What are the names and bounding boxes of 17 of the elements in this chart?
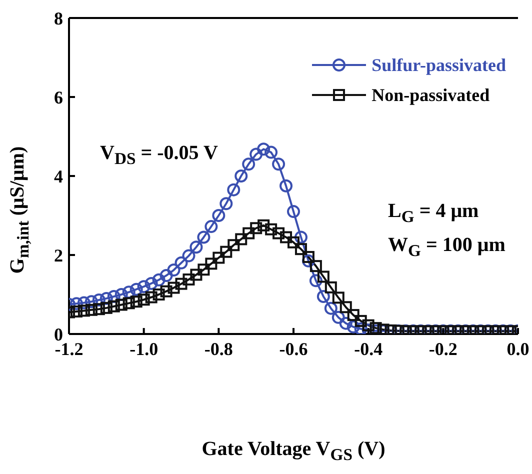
y-tick-label: 0: [54, 324, 63, 344]
y-tick-label: 8: [54, 8, 63, 28]
annotation: W$_{G}$ = 100 μm: [388, 234, 506, 261]
y-tick-label: 2: [54, 245, 63, 266]
x-tick-label: -1.0: [130, 338, 158, 359]
legend-label: Non-passivated: [372, 84, 490, 107]
legend-label: Sulfur-passivated: [372, 54, 506, 77]
x-tick-label: 0.0: [506, 338, 530, 359]
annotation: V$_{DS}$ = -0.05 V: [100, 142, 218, 169]
y-tick-label: 4: [54, 166, 63, 186]
x-tick-label: -0.2: [428, 338, 458, 359]
y-tick-label: 6: [54, 87, 63, 108]
x-tick-label: -0.4: [354, 338, 383, 359]
x-tick-label: -0.8: [204, 338, 233, 359]
annotation: L$_{G}$ = 4 μm: [388, 200, 479, 227]
x-tick-label: -0.6: [279, 338, 308, 359]
x-axis-title: Gate Voltage V$_{GS}$ (V): [200, 438, 386, 465]
